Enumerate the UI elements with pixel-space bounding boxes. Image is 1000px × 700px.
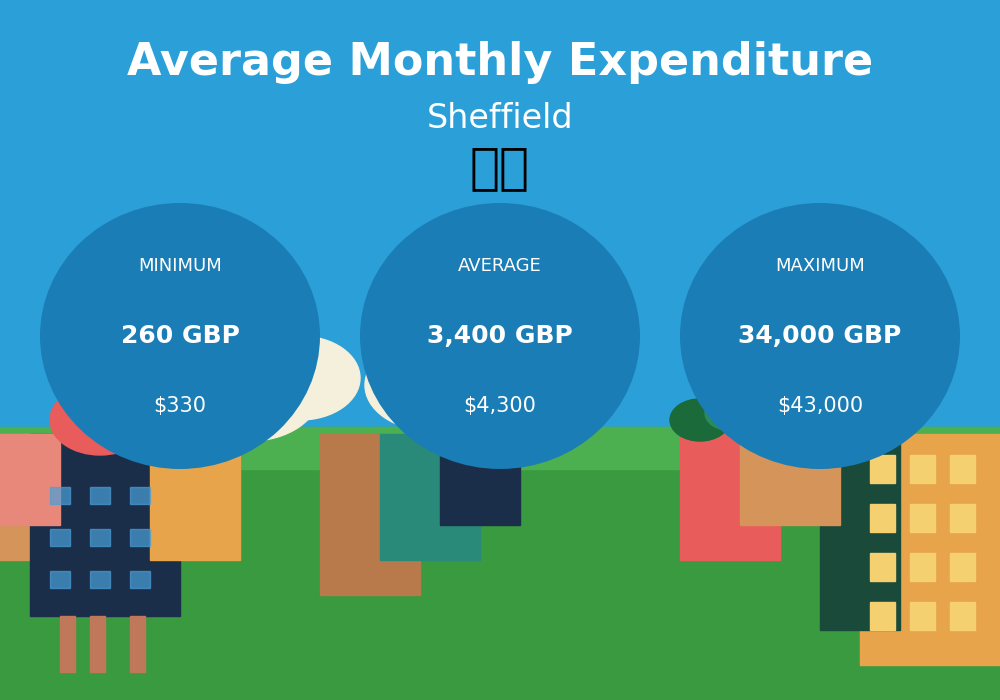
Polygon shape (0, 434, 120, 560)
Ellipse shape (680, 203, 960, 469)
Bar (910, 553, 935, 581)
Bar (910, 602, 935, 630)
Bar (130, 570, 150, 588)
Text: Sheffield: Sheffield (427, 102, 573, 136)
Bar (90, 616, 105, 672)
Polygon shape (150, 434, 240, 560)
Text: $330: $330 (154, 396, 207, 416)
Polygon shape (30, 434, 180, 616)
Circle shape (770, 308, 890, 392)
Bar (950, 504, 975, 532)
Text: 3,400 GBP: 3,400 GBP (427, 324, 573, 348)
Bar (280, 427, 560, 455)
Polygon shape (740, 434, 840, 525)
Text: MAXIMUM: MAXIMUM (775, 257, 865, 275)
Bar (910, 455, 935, 483)
Circle shape (750, 343, 850, 413)
Bar (870, 504, 895, 532)
Bar (0, 462, 1000, 700)
Text: 🇬🇧: 🇬🇧 (470, 144, 530, 192)
Bar (50, 570, 70, 588)
Bar (130, 616, 145, 672)
Bar (950, 455, 975, 483)
Bar (950, 553, 975, 581)
Polygon shape (0, 434, 60, 525)
Text: $4,300: $4,300 (464, 396, 536, 416)
Bar (870, 602, 895, 630)
Circle shape (180, 343, 320, 441)
Circle shape (50, 385, 150, 455)
Bar (50, 528, 70, 546)
Text: MINIMUM: MINIMUM (138, 257, 222, 275)
Polygon shape (860, 434, 1000, 665)
Bar (870, 455, 895, 483)
Polygon shape (440, 434, 520, 525)
Circle shape (705, 395, 755, 430)
Text: $43,000: $43,000 (777, 396, 863, 416)
Bar (90, 486, 110, 504)
Polygon shape (820, 434, 900, 630)
Bar (130, 528, 150, 546)
Bar (870, 553, 895, 581)
Bar (0, 420, 1000, 455)
Bar (50, 486, 70, 504)
Bar (0, 427, 1000, 469)
Bar (130, 486, 150, 504)
Circle shape (705, 304, 855, 410)
Circle shape (670, 399, 730, 441)
Bar (910, 504, 935, 532)
Bar (950, 602, 975, 630)
Ellipse shape (40, 203, 320, 469)
Circle shape (240, 336, 360, 420)
Circle shape (365, 340, 495, 430)
Text: 34,000 GBP: 34,000 GBP (738, 324, 902, 348)
Bar (90, 528, 110, 546)
Polygon shape (380, 434, 480, 560)
Text: AVERAGE: AVERAGE (458, 257, 542, 275)
Polygon shape (320, 434, 420, 595)
Text: 260 GBP: 260 GBP (121, 324, 239, 348)
Bar (60, 616, 75, 672)
Polygon shape (680, 434, 780, 560)
Bar (600, 427, 1000, 455)
Text: Average Monthly Expenditure: Average Monthly Expenditure (127, 41, 873, 85)
Bar (90, 570, 110, 588)
Ellipse shape (360, 203, 640, 469)
